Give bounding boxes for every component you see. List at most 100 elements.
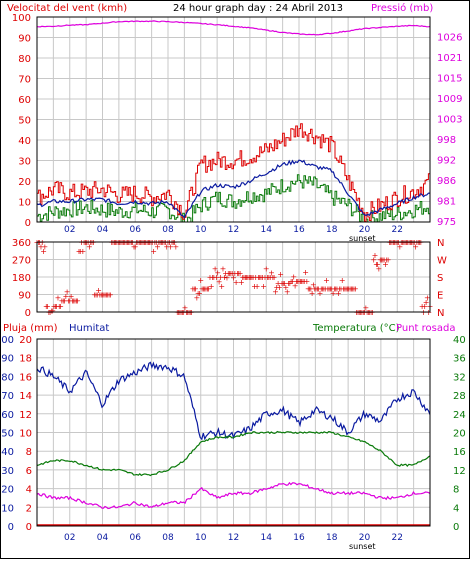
humidity-tick-label: 80 [1,372,14,383]
direction-point: + [267,273,274,282]
direction-point: + [247,273,254,282]
direction-point: + [93,291,100,300]
direction-point: + [397,242,404,251]
bottom-series [36,361,431,526]
direction-point: + [306,285,313,294]
humidity-tick-label: 50 [1,429,14,440]
direction-point: + [296,277,303,286]
direction-point: + [207,273,214,282]
pressure-tick-label: 981 [437,196,456,207]
direction-point: + [315,285,322,294]
wind-gust-line [37,123,431,222]
temperature-axis-ticks: 0 4 8 12 16 20 24 28 32 36 40 [453,335,466,533]
direction-point: + [62,292,69,301]
pressure-tick-label: 992 [437,155,456,166]
direction-point: + [77,247,84,256]
rain-tick-label: 6 [26,466,32,477]
direction-point: + [258,273,265,282]
direction-point: + [106,291,113,300]
direction-point: + [373,260,380,269]
direction-point: + [352,285,359,294]
direction-point: + [76,247,83,256]
direction-point: + [56,302,63,311]
rain-axis-ticks: 0 10 20 30 40 50 60 70 80 90 100 [0,335,14,533]
direction-point: + [334,285,341,294]
humidity-tick-label: 90 [1,354,14,365]
direction-point: + [65,296,72,305]
hour-tick-label: 16 [293,225,305,235]
direction-point: + [191,285,198,294]
pressure-axis-ticks: 975 981 986 992 998 1003 1009 1015 1021 1026 [437,32,462,228]
direction-point: + [263,264,270,273]
direction-plot-border [36,241,431,313]
direction-point: + [256,273,263,282]
direction-point: + [344,285,351,294]
hour-tick-label: 20 [359,533,371,543]
direction-point: + [385,256,392,265]
direction-point: + [319,285,326,294]
direction-point: + [317,289,324,298]
direction-point: + [167,242,174,251]
dewpoint-line [36,481,431,510]
direction-point: + [196,289,203,298]
temperature-tick-label: 40 [453,335,466,346]
hour-tick-label: 08 [162,533,174,543]
direction-point: + [266,273,273,282]
direction-point: + [307,285,314,294]
direction-point: + [66,296,73,305]
wind-tick-label: 20 [18,177,31,188]
rain-tick-label: 16 [19,372,32,383]
direction-point: + [345,285,352,294]
wind-tick-label: 0 [25,218,31,229]
hour-tick-label: 04 [97,533,109,543]
pressure-tick-label: 998 [437,135,456,146]
humidity-tick-label: 0 [8,522,14,533]
direction-point: + [72,296,79,305]
direction-point: + [242,273,249,282]
direction-point: + [98,291,105,300]
temperature-tick-label: 32 [453,372,466,383]
direction-point: + [370,256,377,265]
temperature-axis-title: Temperatura (°C) [312,323,400,334]
pressure-tick-label: 1026 [437,32,462,43]
direction-point: + [99,291,106,300]
pressure-tick-label: 1009 [437,94,462,105]
hour-tick-label: 22 [392,533,403,543]
direction-point: + [335,289,342,298]
direction-point: + [97,291,104,300]
rain-tick-label: 2 [26,503,32,514]
direction-point: + [69,296,76,305]
direction-point: + [343,285,350,294]
direction-point: + [297,277,304,286]
direction-point: + [423,298,430,307]
direction-point: + [222,269,229,278]
direction-point: + [272,288,279,297]
direction-point: + [332,285,339,294]
direction-points: ++++++++++++++++++++++++++++++++++++++++… [34,238,434,317]
direction-point: + [300,277,307,286]
direction-point: + [372,251,379,260]
bottom-grid [37,339,430,526]
wind-tick-label: 60 [18,95,31,106]
direction-point: + [193,293,200,302]
direction-degree-ticks: 0 90 180 270 360 [12,238,31,319]
direction-point: + [412,242,419,251]
direction-point: + [229,269,236,278]
direction-point: + [53,302,60,311]
direction-point: + [324,285,331,294]
pressure-tick-label: 1015 [437,73,462,84]
direction-point: + [378,256,385,265]
humidity-tick-label: 40 [1,447,14,458]
rain-tick-label: 0 [26,522,32,533]
direction-point: + [341,285,348,294]
direction-point: + [298,277,305,286]
direction-point: + [107,291,114,300]
direction-point: + [225,269,232,278]
pressure-tick-label: 986 [437,176,456,187]
direction-point: + [424,293,431,302]
direction-point: + [214,269,221,278]
direction-point: + [290,273,297,282]
direction-point: + [330,289,337,298]
